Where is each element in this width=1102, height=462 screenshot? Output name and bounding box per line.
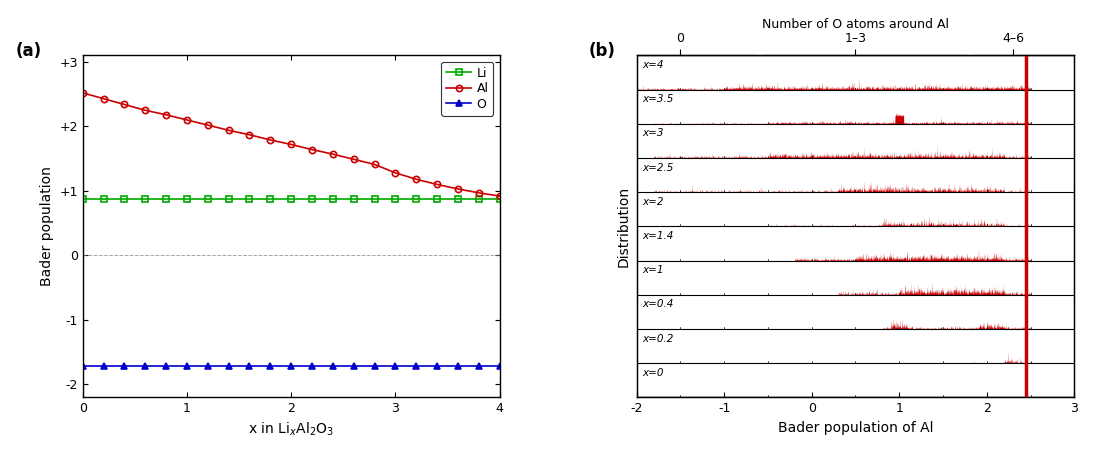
Al (76, 90, 89, 96)
Y-axis label: Bader population: Bader population (40, 166, 54, 286)
Text: x=0: x=0 (642, 368, 665, 378)
Line: Al: Al (79, 90, 503, 199)
Li (347, 196, 360, 201)
Li (202, 196, 215, 201)
O (473, 364, 486, 369)
Li (139, 196, 152, 201)
O (181, 364, 194, 369)
Li (118, 196, 131, 201)
O (242, 364, 256, 369)
Li (326, 196, 339, 201)
Text: x=3.5: x=3.5 (642, 94, 674, 104)
Al (202, 122, 215, 128)
X-axis label: Number of O atoms around Al: Number of O atoms around Al (761, 18, 949, 31)
Al (263, 137, 277, 143)
Al (452, 186, 465, 192)
Li (284, 196, 298, 201)
Li (97, 196, 110, 201)
Text: x=0.4: x=0.4 (642, 299, 674, 310)
Li (389, 196, 402, 201)
Li (76, 196, 89, 201)
Text: x=1: x=1 (642, 265, 665, 275)
X-axis label: x in Li$_x$Al$_2$O$_3$: x in Li$_x$Al$_2$O$_3$ (248, 421, 334, 438)
Li (263, 196, 277, 201)
Al (493, 193, 506, 199)
Al (326, 152, 339, 157)
O (347, 364, 360, 369)
O (452, 364, 465, 369)
Al (97, 96, 110, 102)
Al (242, 132, 256, 138)
O (389, 364, 402, 369)
O (118, 364, 131, 369)
O (305, 364, 318, 369)
Al (181, 117, 194, 123)
Li (222, 196, 235, 201)
Al (389, 170, 402, 176)
O (139, 364, 152, 369)
Li (368, 196, 381, 201)
Al (305, 147, 318, 152)
Li (473, 196, 486, 201)
Al (410, 176, 423, 182)
Al (368, 162, 381, 167)
Line: O: O (79, 363, 503, 370)
O (202, 364, 215, 369)
O (76, 364, 89, 369)
O (431, 364, 444, 369)
Li (181, 196, 194, 201)
Al (160, 112, 173, 117)
X-axis label: Bader population of Al: Bader population of Al (778, 421, 933, 435)
Li (452, 196, 465, 201)
Li (410, 196, 423, 201)
Text: x=2: x=2 (642, 197, 665, 207)
Al (431, 182, 444, 187)
O (368, 364, 381, 369)
O (160, 364, 173, 369)
Text: x=2.5: x=2.5 (642, 163, 674, 173)
Li (242, 196, 256, 201)
Text: x=4: x=4 (642, 60, 665, 70)
O (410, 364, 423, 369)
Text: x=1.4: x=1.4 (642, 231, 674, 241)
O (97, 364, 110, 369)
Li (305, 196, 318, 201)
O (222, 364, 235, 369)
Text: (a): (a) (15, 42, 42, 60)
Al (284, 142, 298, 147)
Al (139, 108, 152, 113)
O (326, 364, 339, 369)
Al (473, 190, 486, 195)
Line: Li: Li (79, 195, 503, 202)
Al (118, 102, 131, 107)
Y-axis label: Distribution: Distribution (617, 186, 631, 267)
O (263, 364, 277, 369)
Al (347, 157, 360, 162)
O (493, 364, 506, 369)
Al (222, 128, 235, 133)
Text: x=3: x=3 (642, 128, 665, 139)
Li (431, 196, 444, 201)
Text: x=0.2: x=0.2 (642, 334, 674, 344)
O (284, 364, 298, 369)
Li (160, 196, 173, 201)
Li (493, 196, 506, 201)
Text: (b): (b) (588, 42, 615, 60)
Legend: Li, Al, O: Li, Al, O (442, 62, 494, 116)
